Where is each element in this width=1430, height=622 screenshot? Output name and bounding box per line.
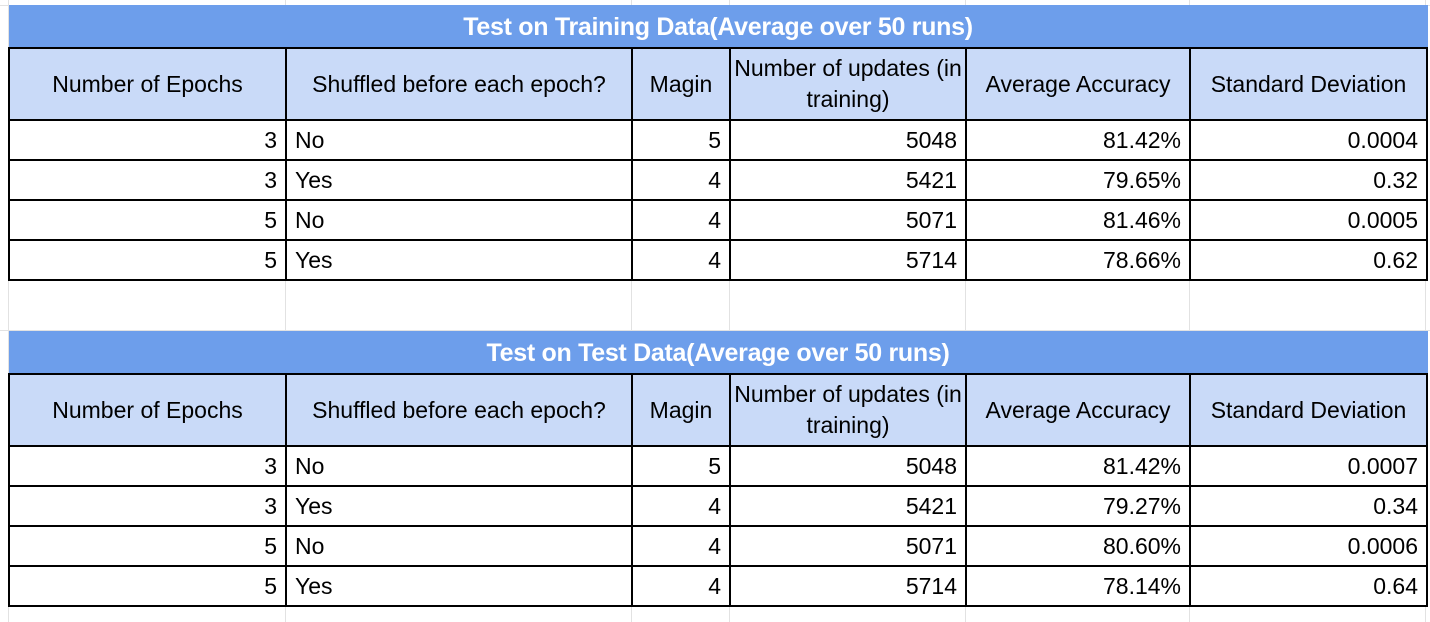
cell-updates[interactable]: 5421 xyxy=(729,485,967,527)
header-shuffled[interactable]: Shuffled before each epoch? xyxy=(285,47,633,121)
cell-accuracy[interactable]: 80.60% xyxy=(965,525,1191,567)
grid-line xyxy=(285,0,286,622)
header-accuracy[interactable]: Average Accuracy xyxy=(965,373,1191,447)
cell-accuracy[interactable]: 78.14% xyxy=(965,565,1191,607)
cell-updates[interactable]: 5421 xyxy=(729,159,967,201)
grid-line xyxy=(1189,0,1190,622)
cell-shuffled[interactable]: Yes xyxy=(285,565,633,607)
table-row: 3 Yes 4 5421 79.65% 0.32 xyxy=(8,159,1428,201)
cell-stddev[interactable]: 0.0007 xyxy=(1188,445,1429,487)
cell-shuffled[interactable]: Yes xyxy=(285,485,633,527)
table-header-row: Number of Epochs Shuffled before each ep… xyxy=(8,47,1428,121)
header-shuffled[interactable]: Shuffled before each epoch? xyxy=(285,373,633,447)
table-row: 5 No 4 5071 80.60% 0.0006 xyxy=(8,525,1429,567)
header-epochs[interactable]: Number of Epochs xyxy=(8,373,287,447)
cell-margin[interactable]: 4 xyxy=(631,199,731,241)
cell-margin[interactable]: 4 xyxy=(631,239,731,281)
cell-margin[interactable]: 4 xyxy=(631,485,731,527)
cell-updates[interactable]: 5048 xyxy=(729,119,967,161)
cell-epochs[interactable]: 5 xyxy=(8,239,287,281)
table-header-row: Number of Epochs Shuffled before each ep… xyxy=(8,373,1429,447)
cell-stddev[interactable]: 0.0006 xyxy=(1188,525,1429,567)
grid-line xyxy=(965,0,966,622)
grid-line xyxy=(0,330,1430,331)
cell-updates[interactable]: 5071 xyxy=(729,199,967,241)
cell-accuracy[interactable]: 81.42% xyxy=(965,445,1191,487)
training-results-table: Test on Training Data(Average over 50 ru… xyxy=(8,5,1428,281)
table-title-row: Test on Training Data(Average over 50 ru… xyxy=(8,5,1428,49)
table-title[interactable]: Test on Test Data(Average over 50 runs) xyxy=(8,331,1428,375)
cell-stddev[interactable]: 0.0005 xyxy=(1189,199,1428,241)
cell-stddev[interactable]: 0.64 xyxy=(1188,565,1429,607)
cell-epochs[interactable]: 5 xyxy=(8,525,287,567)
cell-stddev[interactable]: 0.62 xyxy=(1189,239,1428,281)
cell-epochs[interactable]: 3 xyxy=(8,119,287,161)
test-results-table: Test on Test Data(Average over 50 runs) … xyxy=(8,331,1429,607)
grid-line xyxy=(8,0,9,622)
header-margin[interactable]: Magin xyxy=(631,47,731,121)
cell-margin[interactable]: 5 xyxy=(631,119,731,161)
header-stddev[interactable]: Standard Deviation xyxy=(1189,47,1428,121)
table-row: 5 Yes 4 5714 78.14% 0.64 xyxy=(8,565,1429,607)
cell-accuracy[interactable]: 81.46% xyxy=(965,199,1191,241)
cell-epochs[interactable]: 3 xyxy=(8,159,287,201)
cell-margin[interactable]: 4 xyxy=(631,525,731,567)
cell-accuracy[interactable]: 79.27% xyxy=(965,485,1191,527)
cell-stddev[interactable]: 0.32 xyxy=(1189,159,1428,201)
cell-shuffled[interactable]: No xyxy=(285,119,633,161)
table-row: 3 No 5 5048 81.42% 0.0004 xyxy=(8,119,1428,161)
header-margin[interactable]: Magin xyxy=(631,373,731,447)
cell-shuffled[interactable]: No xyxy=(285,525,633,567)
cell-shuffled[interactable]: Yes xyxy=(285,159,633,201)
header-accuracy[interactable]: Average Accuracy xyxy=(965,47,1191,121)
header-stddev[interactable]: Standard Deviation xyxy=(1188,373,1429,447)
table-row: 3 No 5 5048 81.42% 0.0007 xyxy=(8,445,1429,487)
table-title[interactable]: Test on Training Data(Average over 50 ru… xyxy=(8,5,1428,49)
cell-accuracy[interactable]: 81.42% xyxy=(965,119,1191,161)
cell-shuffled[interactable]: No xyxy=(285,199,633,241)
cell-shuffled[interactable]: Yes xyxy=(285,239,633,281)
cell-updates[interactable]: 5071 xyxy=(729,525,967,567)
grid-line xyxy=(1425,0,1426,622)
cell-accuracy[interactable]: 79.65% xyxy=(965,159,1191,201)
cell-shuffled[interactable]: No xyxy=(285,445,633,487)
cell-margin[interactable]: 5 xyxy=(631,445,731,487)
table-row: 5 Yes 4 5714 78.66% 0.62 xyxy=(8,239,1428,281)
cell-epochs[interactable]: 3 xyxy=(8,445,287,487)
cell-stddev[interactable]: 0.34 xyxy=(1188,485,1429,527)
header-updates[interactable]: Number of updates (in training) xyxy=(729,47,967,121)
grid-line xyxy=(729,0,730,622)
cell-stddev[interactable]: 0.0004 xyxy=(1189,119,1428,161)
table-title-row: Test on Test Data(Average over 50 runs) xyxy=(8,331,1428,375)
cell-epochs[interactable]: 3 xyxy=(8,485,287,527)
table-row: 3 Yes 4 5421 79.27% 0.34 xyxy=(8,485,1429,527)
cell-margin[interactable]: 4 xyxy=(631,565,731,607)
cell-updates[interactable]: 5714 xyxy=(729,239,967,281)
table-row: 5 No 4 5071 81.46% 0.0005 xyxy=(8,199,1428,241)
cell-accuracy[interactable]: 78.66% xyxy=(965,239,1191,281)
cell-epochs[interactable]: 5 xyxy=(8,199,287,241)
cell-margin[interactable]: 4 xyxy=(631,159,731,201)
cell-updates[interactable]: 5048 xyxy=(729,445,967,487)
header-updates[interactable]: Number of updates (in training) xyxy=(729,373,967,447)
grid-line xyxy=(631,0,632,622)
cell-epochs[interactable]: 5 xyxy=(8,565,287,607)
header-epochs[interactable]: Number of Epochs xyxy=(8,47,287,121)
cell-updates[interactable]: 5714 xyxy=(729,565,967,607)
